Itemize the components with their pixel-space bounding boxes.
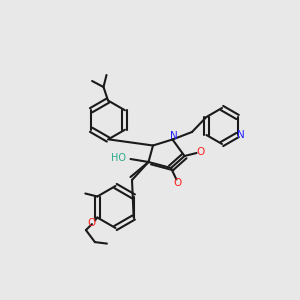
- Text: N: N: [170, 131, 178, 141]
- Text: O: O: [88, 218, 96, 229]
- Text: HO: HO: [111, 153, 126, 163]
- Text: N: N: [237, 130, 244, 140]
- Text: O: O: [196, 147, 204, 158]
- Text: O: O: [173, 178, 182, 188]
